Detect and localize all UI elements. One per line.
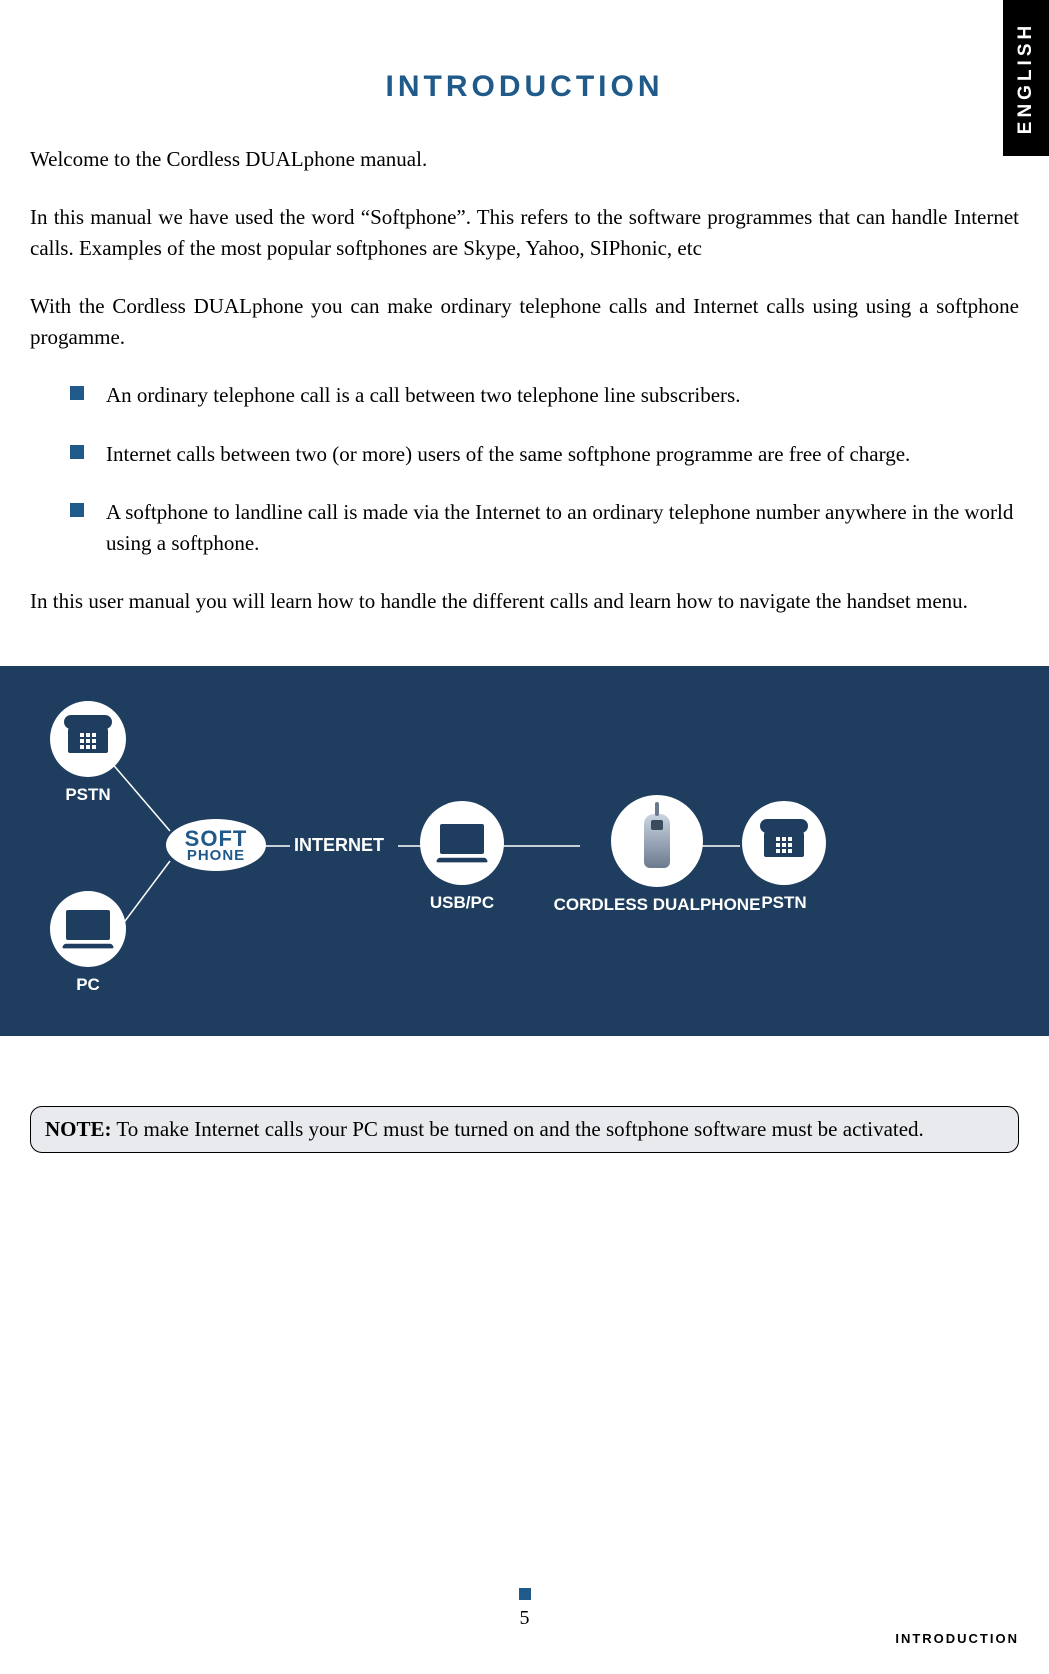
intro-paragraph-4: In this user manual you will learn how t… [30,586,1019,616]
page-content: INTRODUCTION Welcome to the Cordless DUA… [0,0,1049,1153]
node-pc-left: PC [50,891,126,995]
computer-icon [50,891,126,967]
feature-bullets: An ordinary telephone call is a call bet… [30,380,1019,558]
bullet-item: An ordinary telephone call is a call bet… [70,380,1019,410]
cordless-phone-icon [611,795,703,887]
note-label: NOTE: [45,1117,112,1141]
node-usb-pc: USB/PC [420,801,504,913]
note-text: To make Internet calls your PC must be t… [112,1117,924,1141]
node-pstn-right: PSTN [742,801,826,913]
page-title: INTRODUCTION [30,70,1019,104]
node-softphone: SOFT PHONE [166,819,266,871]
intro-paragraph-2: In this manual we have used the word “So… [30,202,1019,263]
softphone-icon: SOFT PHONE [166,819,266,871]
language-label: ENGLISH [1015,22,1037,134]
node-pstn-left: PSTN [50,701,126,805]
page-number: 5 [520,1607,530,1630]
internet-label: INTERNET [294,835,384,856]
node-label: PSTN [50,785,126,805]
softphone-label-top: SOFT [185,829,248,849]
intro-paragraph-1: Welcome to the Cordless DUALphone manual… [30,144,1019,174]
phone-icon [742,801,826,885]
node-label: PSTN [742,893,826,913]
bullet-item: A softphone to landline call is made via… [70,497,1019,558]
note-box: NOTE: To make Internet calls your PC mus… [30,1106,1019,1153]
language-tab: ENGLISH [1003,0,1049,156]
connection-diagram: PSTN PC SOFT PHONE INTERNE [0,666,1049,1036]
footer-section-label: INTRODUCTION [895,1631,1019,1646]
intro-paragraph-3: With the Cordless DUALphone you can make… [30,291,1019,352]
node-label: USB/PC [420,893,504,913]
manual-page: ENGLISH INTRODUCTION Welcome to the Cord… [0,0,1049,1674]
softphone-label-bottom: PHONE [187,849,245,863]
footer-square-icon [519,1588,531,1600]
node-label: PC [50,975,126,995]
computer-icon [420,801,504,885]
phone-icon [50,701,126,777]
bullet-item: Internet calls between two (or more) use… [70,439,1019,469]
